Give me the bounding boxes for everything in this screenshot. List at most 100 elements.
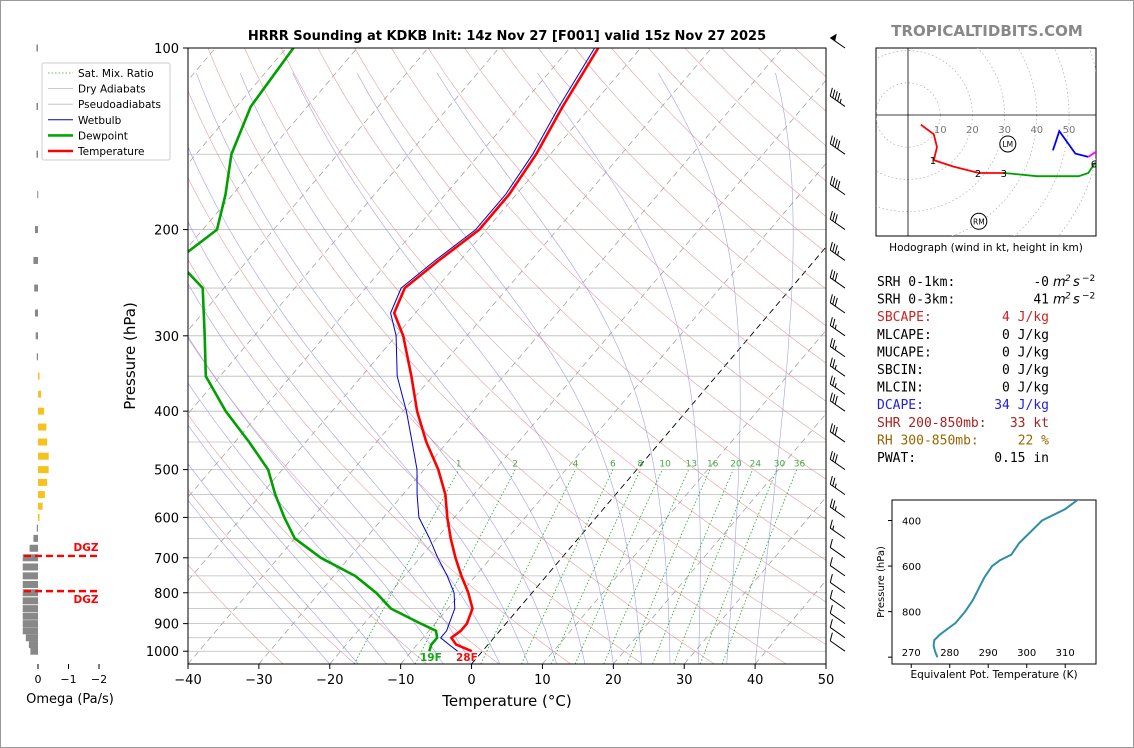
param-value: 22 %	[1018, 433, 1049, 448]
wind-barb	[829, 33, 846, 49]
omega-bar	[36, 353, 38, 361]
wind-barb-flag	[834, 506, 837, 511]
wind-barb-flag	[829, 589, 833, 599]
mixing-ratio-line	[521, 469, 614, 664]
wind-barb	[829, 589, 846, 610]
mixing-ratio-line	[699, 469, 778, 664]
param-label: RH 300-850mb:	[877, 433, 979, 448]
param-value: 4 J/kg	[1002, 310, 1049, 325]
mixing-ratio-label: 13	[686, 460, 697, 470]
storm-motion-marker	[999, 135, 1017, 153]
thetae-y-tick-label: 400	[902, 517, 921, 528]
wind-barb-flag	[834, 324, 837, 330]
omega-bar	[29, 544, 38, 552]
wind-barb-flag	[834, 297, 838, 307]
wind-barb-flag	[829, 294, 833, 303]
dry-adiabat	[188, 259, 571, 664]
hodograph-title: Hodograph (wind in kt, height in km)	[889, 242, 1083, 254]
thetae-x-axis-label: Equivalent Pot. Temperature (K)	[910, 669, 1077, 681]
skewt-plot-area: 1 2 4 6 8 10 13 16 20 24 30 36	[188, 48, 826, 664]
omega-bar	[22, 612, 38, 620]
hodograph-ring-label: 40	[1030, 125, 1043, 136]
mixing-ratio-label: 24	[750, 460, 762, 470]
wind-barb-flag	[832, 477, 836, 487]
wind-barb-flag	[834, 179, 838, 188]
hodograph-height-label: 6	[1091, 159, 1097, 170]
wind-barb	[829, 632, 846, 652]
wind-barb-flag	[837, 92, 841, 102]
omega-bar	[22, 620, 38, 628]
dry-adiabat	[317, 48, 826, 561]
param-label: SBCIN:	[877, 363, 924, 378]
isotherm-gridline	[471, 246, 826, 664]
param-label: MLCAPE:	[877, 328, 932, 343]
param-unit: s	[1073, 275, 1080, 290]
y-tick-label: 300	[154, 330, 179, 345]
dgz-label: DGZ	[74, 594, 99, 606]
wind-barb-flag	[832, 212, 836, 222]
mixing-ratio-label: 16	[707, 460, 719, 470]
wind-barb-staff	[829, 277, 846, 289]
wind-barb	[829, 423, 846, 443]
mixing-ratio-label: 20	[730, 460, 742, 470]
param-label: MLCIN:	[877, 381, 924, 396]
mixing-ratio-line	[480, 469, 576, 664]
legend-entry: Temperature	[77, 146, 145, 158]
mixing-ratio-line	[721, 469, 798, 664]
wind-barb	[829, 475, 846, 496]
legend-entry: Wetbulb	[78, 115, 122, 127]
wind-barb-staff	[829, 458, 846, 471]
hodograph-height-label: 1	[930, 156, 936, 167]
wind-barb-flag	[834, 245, 838, 254]
hodograph-plot-area: 10 20 30 40 50 1 2 3 6 LM RM	[876, 48, 1097, 236]
omega-bar	[22, 572, 38, 580]
wind-barb-staff	[829, 597, 846, 610]
isotherm-gridline	[188, 48, 429, 331]
param-unit: 2	[1065, 274, 1071, 284]
y-tick-label: 1000	[146, 645, 179, 660]
wind-barb-staff	[829, 547, 846, 559]
wind-barb-staff	[829, 325, 846, 337]
wind-barb-flag	[834, 272, 838, 282]
isotherm-gridline	[188, 48, 571, 498]
omega-bar	[22, 554, 38, 562]
omega-bar	[22, 597, 38, 605]
param-value: 0 J/kg	[1002, 363, 1049, 378]
wind-barb-flag	[829, 357, 833, 366]
wind-barb-flag	[834, 454, 838, 463]
thetae-y-axis-label: Pressure (hPa)	[876, 546, 887, 618]
pseudoadiabat	[188, 382, 416, 664]
legend-entry: Dewpoint	[78, 130, 128, 142]
param-value: 41	[1033, 293, 1049, 308]
omega-bar	[25, 634, 38, 642]
wind-barb-flag	[829, 475, 833, 485]
omega-bar	[22, 627, 38, 635]
wind-barb-flag	[834, 383, 837, 388]
mixing-ratio-line	[673, 469, 753, 664]
param-label: MUCAPE:	[877, 345, 932, 360]
hodograph-segment	[1052, 129, 1089, 158]
wind-barb	[829, 294, 846, 314]
pseudoadiabat	[356, 72, 642, 664]
x-tick-label: 0	[467, 673, 475, 688]
pseudoadiabat	[188, 499, 331, 664]
wind-barb	[829, 87, 846, 107]
wind-barb	[829, 450, 846, 471]
wind-barb-staff	[829, 95, 846, 107]
isotherm-gridline	[683, 496, 826, 664]
wind-barb-flag	[829, 87, 833, 97]
hodograph-ring-label: 50	[1063, 125, 1076, 136]
omega-bar	[38, 423, 47, 431]
dry-adiabat	[188, 564, 284, 664]
legend-entry: Pseudoadiabats	[78, 99, 161, 111]
param-label: SRH 0-3km:	[877, 293, 955, 308]
param-label: SBCAPE:	[877, 310, 932, 325]
wind-barb-flag	[829, 604, 833, 614]
wind-barb-flag	[829, 498, 833, 508]
wind-barb-staff	[829, 527, 846, 539]
mixing-ratio-label: 10	[659, 460, 671, 470]
y-tick-label: 700	[154, 552, 179, 567]
wind-barb	[829, 357, 846, 377]
mixing-ratio-line	[550, 469, 641, 664]
dry-adiabat	[354, 48, 826, 520]
